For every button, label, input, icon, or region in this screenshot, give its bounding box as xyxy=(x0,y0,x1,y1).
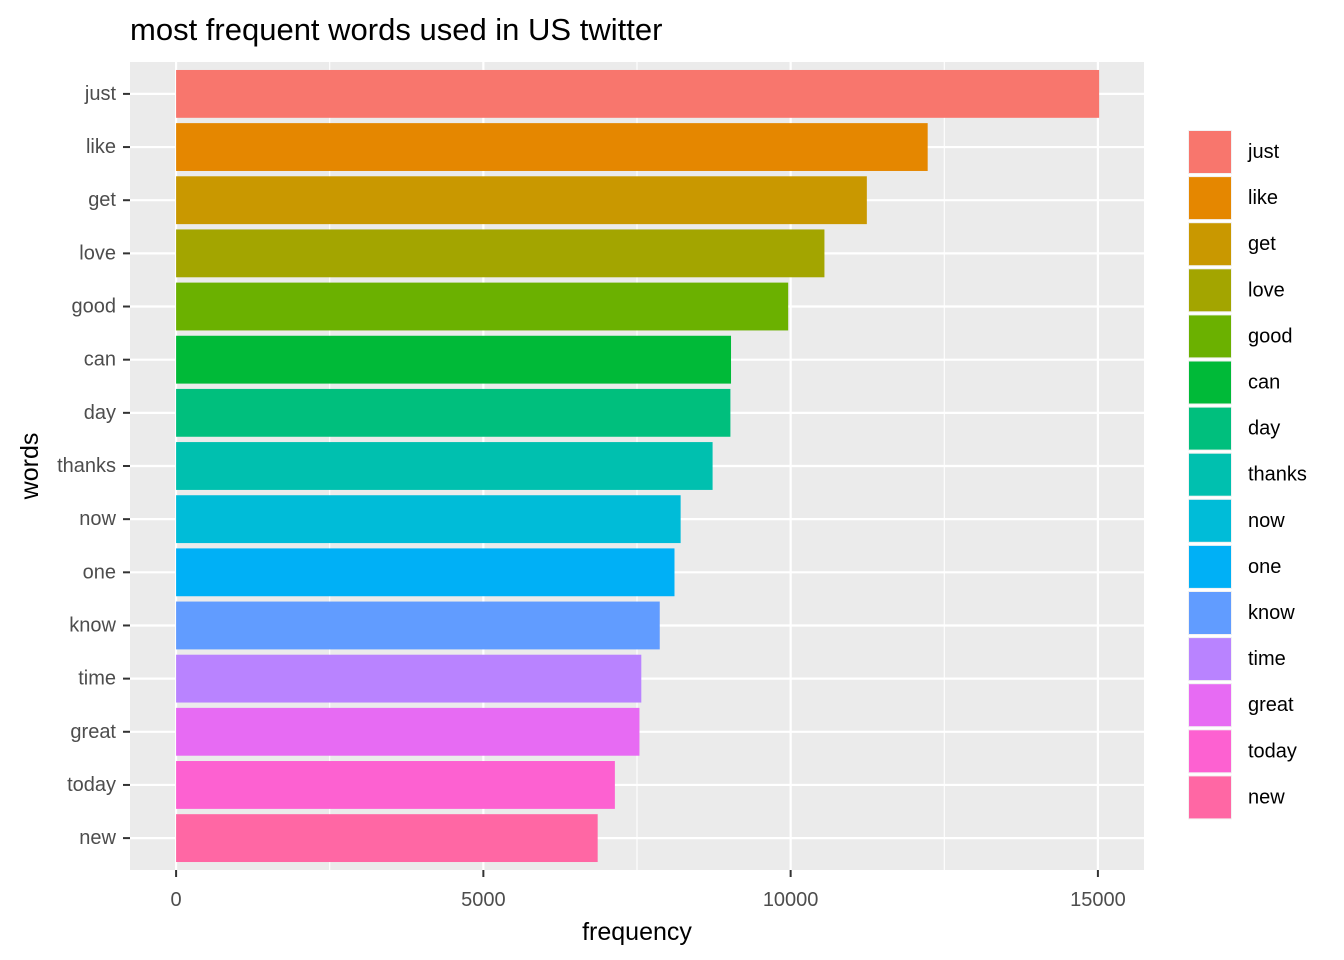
legend-label: just xyxy=(1247,141,1280,163)
legend-swatch-just xyxy=(1189,131,1231,173)
legend-label: get xyxy=(1248,233,1276,255)
bar-time xyxy=(176,654,642,703)
bar-know xyxy=(176,601,660,650)
bar-one xyxy=(176,548,675,597)
legend-swatch-one xyxy=(1189,545,1231,588)
legend-label: thanks xyxy=(1248,464,1307,486)
y-tick-label: just xyxy=(84,83,117,105)
legend-label: one xyxy=(1248,556,1281,578)
x-tick-label: 15000 xyxy=(1070,889,1126,911)
legend: just like get love good can day thanks now one kno… xyxy=(1188,130,1307,820)
legend-label: love xyxy=(1248,279,1285,301)
bar-just xyxy=(176,69,1100,118)
bar-day xyxy=(176,388,731,437)
legend-swatch-good xyxy=(1189,315,1231,358)
y-tick-label: time xyxy=(78,668,116,690)
x-tick-label: 0 xyxy=(171,889,182,911)
y-tick-label: get xyxy=(88,189,116,211)
bar-like xyxy=(176,123,928,171)
y-tick-label: day xyxy=(84,402,116,424)
legend-swatch-get xyxy=(1189,223,1231,266)
chart-title: most frequent words used in US twitter xyxy=(130,12,662,47)
bars xyxy=(176,69,1100,863)
bar-great xyxy=(176,707,640,756)
y-tick-label: good xyxy=(72,296,117,318)
x-tick-label: 5000 xyxy=(461,889,506,911)
y-tick-label: one xyxy=(83,561,116,583)
x-axis: 0 5000 10000 15000 xyxy=(171,870,1126,911)
x-axis-title: frequency xyxy=(582,918,692,946)
legend-swatch-new xyxy=(1189,776,1231,819)
legend-label: day xyxy=(1248,418,1280,440)
y-tick-label: now xyxy=(79,508,116,530)
legend-label: time xyxy=(1248,648,1286,670)
legend-swatch-day xyxy=(1189,407,1231,450)
x-tick-label: 10000 xyxy=(763,889,819,911)
y-tick-label: today xyxy=(67,774,116,796)
y-tick-label: great xyxy=(70,721,116,743)
legend-label: can xyxy=(1248,372,1280,394)
bar-today xyxy=(176,761,615,809)
legend-swatch-now xyxy=(1189,499,1231,542)
y-tick-label: new xyxy=(79,827,116,849)
bar-get xyxy=(176,176,867,225)
y-tick-label: love xyxy=(79,242,116,264)
y-axis-title: words xyxy=(16,433,44,501)
legend-swatch-love xyxy=(1189,269,1231,312)
bar-now xyxy=(176,495,681,544)
y-tick-label: like xyxy=(86,136,116,158)
y-tick-label: thanks xyxy=(57,455,116,477)
legend-swatch-like xyxy=(1189,177,1231,220)
bar-new xyxy=(176,814,598,863)
bar-can xyxy=(176,335,732,384)
legend-swatch-can xyxy=(1189,361,1231,404)
legend-swatch-time xyxy=(1189,638,1231,681)
legend-label: like xyxy=(1248,187,1278,209)
legend-swatch-know xyxy=(1189,592,1231,634)
legend-swatch-thanks xyxy=(1189,453,1231,496)
legend-label: know xyxy=(1248,602,1295,624)
legend-swatch-great xyxy=(1189,684,1231,727)
legend-label: great xyxy=(1248,694,1294,716)
legend-swatch-today xyxy=(1189,730,1231,773)
y-tick-label: know xyxy=(69,614,116,636)
legend-label: new xyxy=(1248,786,1285,808)
y-tick-label: can xyxy=(84,349,116,371)
y-axis: just like get love good can day thanks now one kno… xyxy=(57,83,130,849)
legend-label: good xyxy=(1248,325,1293,347)
legend-label: today xyxy=(1248,740,1297,762)
bar-thanks xyxy=(176,442,713,490)
bar-good xyxy=(176,282,789,331)
bar-love xyxy=(176,229,825,278)
legend-label: now xyxy=(1248,510,1285,532)
